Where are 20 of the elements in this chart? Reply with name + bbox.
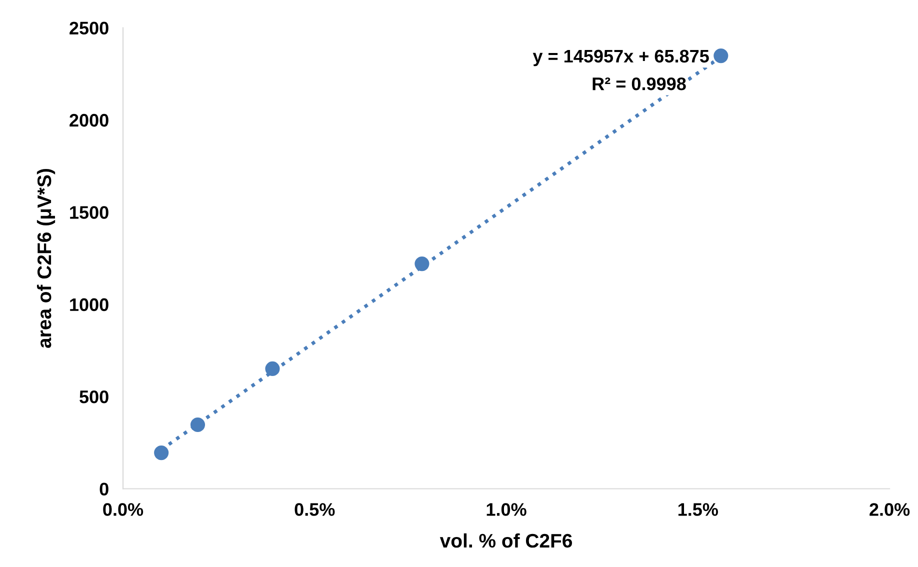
y-tick-label: 2000 [70,114,108,127]
y-axis-title: area of C2F6 (μV*S) [36,169,56,348]
y-tick-label: 0 [100,482,108,496]
y-tick-label: 1000 [70,298,108,312]
point [414,256,430,272]
x-tick-label: 1.0% [486,503,526,516]
y-tick-label: 1500 [70,206,108,219]
x-tick-label: 0.0% [103,503,144,516]
point [154,446,169,460]
point [265,361,280,376]
annotation: y = 145957x + 65.875 [532,50,709,66]
point [190,417,206,432]
y-tick-label: 500 [80,390,108,404]
x-tick-label: 1.5% [678,503,718,516]
y-tick-label: 2500 [70,22,108,35]
point [714,48,728,64]
x-tick-label: 0.5% [294,503,335,516]
annotation: R² = 0.9998 [592,77,686,90]
x-tick-label: 2.0% [870,503,910,516]
x-axis-title: vol. % of C2F6 [440,533,572,548]
